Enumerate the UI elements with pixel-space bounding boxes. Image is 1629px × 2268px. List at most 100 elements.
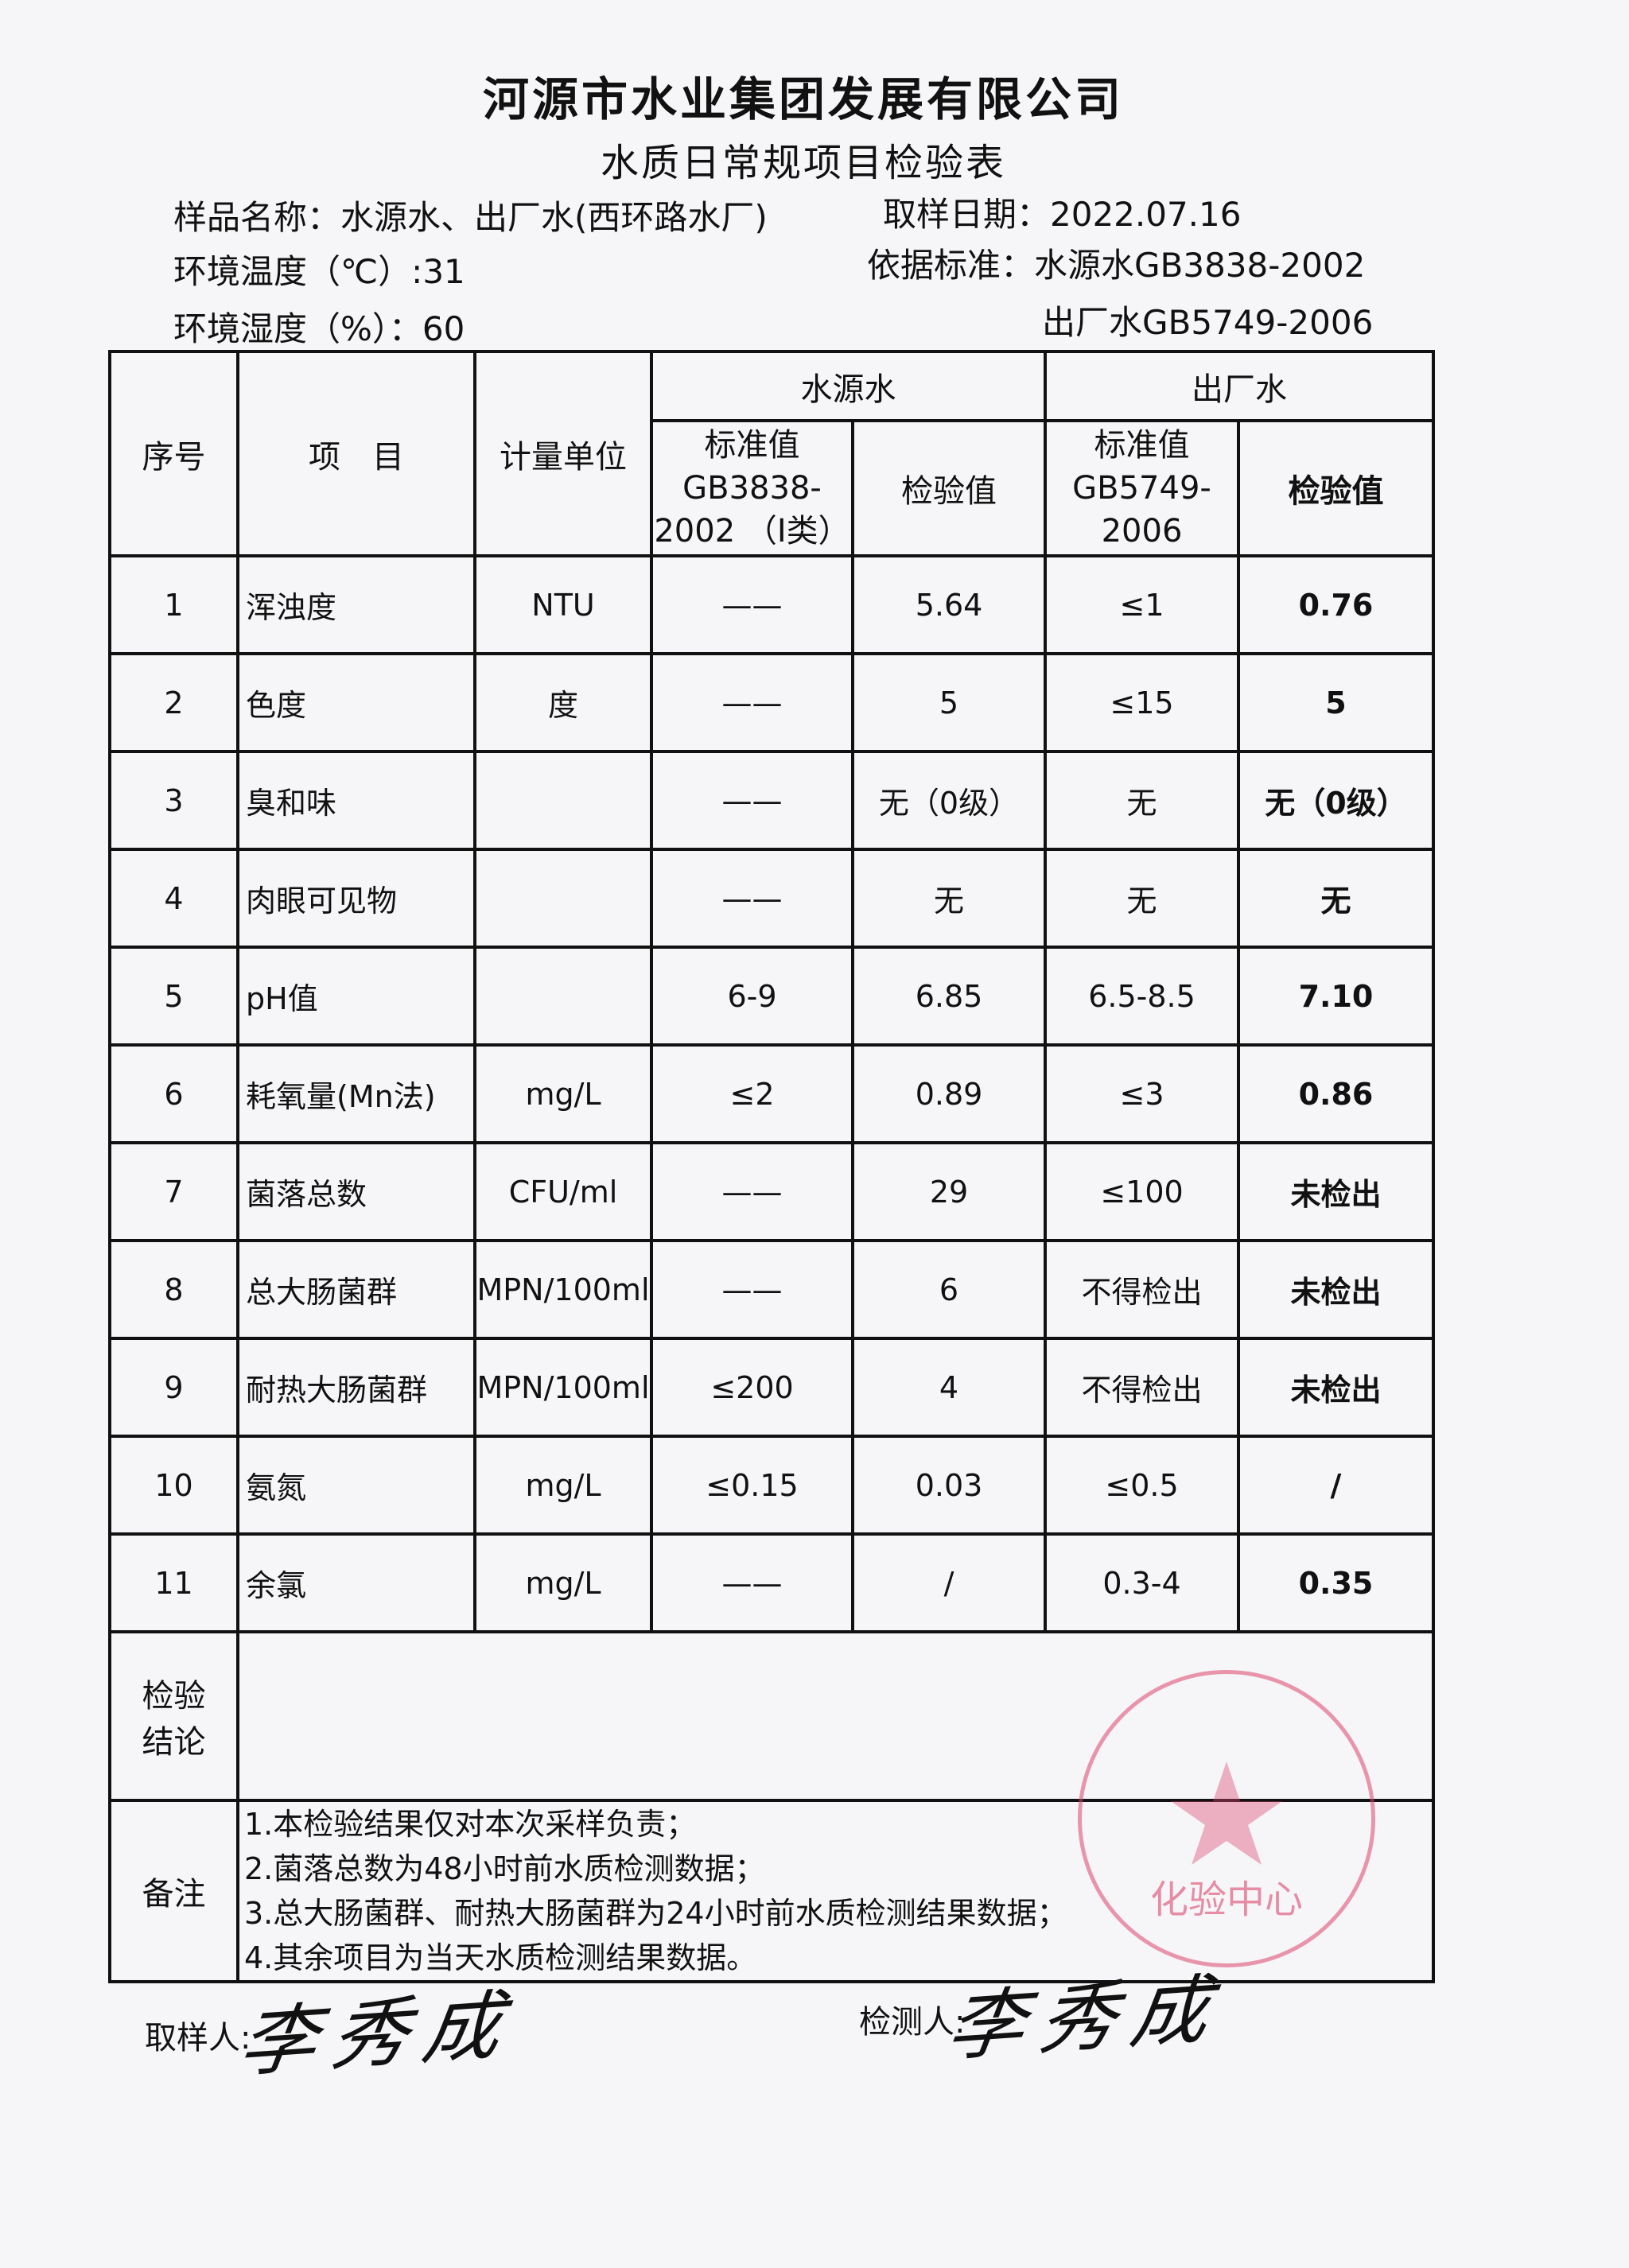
row-plant-std: 不得检出 [1044, 1239, 1240, 1340]
header-plant-water: 出厂水 [1044, 350, 1435, 422]
row-plant-val: 7.10 [1237, 946, 1435, 1047]
humidity: 环境湿度（%）：60 [173, 309, 465, 348]
official-stamp: 化验中心 [1078, 1670, 1375, 1967]
table-row: 7 菌落总数 CFU/ml —— 29 ≤100 未检出 [108, 1141, 1435, 1242]
row-source-std: ≤2 [650, 1043, 854, 1144]
row-no: 10 [108, 1435, 239, 1536]
company-title: 河源市水业集团发展有限公司 [482, 72, 1124, 126]
row-source-std: —— [650, 554, 854, 655]
row-item: 肉眼可见物 [236, 848, 476, 949]
remark-line: 2.菌落总数为48小时前水质检测数据； [244, 1851, 765, 1886]
row-plant-std: 不得检出 [1044, 1337, 1240, 1438]
row-no: 8 [108, 1239, 239, 1340]
remark-line: 1.本检验结果仅对本次采样负责； [244, 1807, 697, 1842]
row-source-std: —— [650, 1141, 854, 1242]
header-source-std: 标准值 GB3838-2002 （Ⅰ类） [650, 419, 854, 557]
row-unit [473, 946, 653, 1047]
row-plant-std: 无 [1044, 750, 1240, 851]
row-unit [473, 750, 653, 851]
row-source-std: —— [650, 652, 854, 753]
remarks-label: 备注 [108, 1799, 239, 1983]
row-plant-val: 未检出 [1237, 1141, 1435, 1242]
row-source-val: 29 [851, 1141, 1047, 1242]
table-row: 3 臭和味 —— 无（0级）无无（0级） [108, 750, 1435, 851]
row-plant-val: 0.76 [1237, 554, 1435, 655]
row-source-val: / [851, 1532, 1047, 1633]
row-source-val: 0.03 [851, 1435, 1047, 1536]
row-unit: mg/L [473, 1532, 653, 1633]
row-no: 1 [108, 554, 239, 655]
row-unit: mg/L [473, 1435, 653, 1536]
table-row: 8 总大肠菌群 MPN/100ml —— 6 不得检出 未检出 [108, 1239, 1435, 1340]
row-source-std: —— [650, 750, 854, 851]
header-no: 序号 [108, 350, 239, 557]
row-unit: CFU/ml [473, 1141, 653, 1242]
row-plant-val: 0.35 [1237, 1532, 1435, 1633]
row-source-val: 无 [851, 848, 1047, 949]
row-plant-std: 无 [1044, 848, 1240, 949]
sample-date: 取样日期：2022.07.16 [883, 195, 1242, 234]
row-plant-std: 0.3-4 [1044, 1532, 1240, 1633]
row-item: 氨氮 [236, 1435, 476, 1536]
row-plant-std: ≤100 [1044, 1141, 1240, 1242]
sampler-label: 取样人: [145, 2020, 251, 2056]
row-item: 总大肠菌群 [236, 1239, 476, 1340]
row-source-val: 6.85 [851, 946, 1047, 1047]
row-item: 菌落总数 [236, 1141, 476, 1242]
form-title: 水质日常规项目检验表 [600, 141, 1006, 185]
sample-name: 样品名称：水源水、出厂水(西环路水厂) [173, 198, 768, 237]
row-source-val: 5 [851, 652, 1047, 753]
row-plant-val: 未检出 [1237, 1337, 1435, 1438]
stamp-star-icon: 化验中心 [1150, 1761, 1303, 1922]
row-plant-std: ≤3 [1044, 1043, 1240, 1144]
tester-signature: 李秀成 [941, 1964, 1230, 2072]
header-unit: 计量单位 [473, 350, 653, 557]
row-unit: mg/L [473, 1043, 653, 1144]
row-no: 9 [108, 1337, 239, 1438]
row-plant-val: 5 [1237, 652, 1435, 753]
conclusion-label: 检验结论 [108, 1630, 239, 1802]
row-item: 耗氧量(Mn法) [236, 1043, 476, 1144]
header-source-water: 水源水 [650, 350, 1047, 422]
row-source-std: ≤200 [650, 1337, 854, 1438]
row-plant-val: / [1237, 1435, 1435, 1536]
standard-source: 依据标准：水源水GB3838-2002 [867, 246, 1366, 285]
remark-line: 3.总大肠菌群、耐热大肠菌群为24小时前水质检测结果数据； [244, 1896, 1067, 1931]
table-row: 5 pH值 6-9 6.85 6.5-8.5 7.10 [108, 946, 1435, 1047]
table-row: 10 氨氮 mg/L ≤0.15 0.03 ≤0.5/ [108, 1435, 1435, 1536]
row-plant-val: 无 [1237, 848, 1435, 949]
header-plant-val: 检验值 [1237, 419, 1435, 557]
row-no: 2 [108, 652, 239, 753]
remark-line: 4.其余项目为当天水质检测结果数据。 [244, 1940, 757, 1975]
row-plant-val: 无（0级） [1237, 750, 1435, 851]
table-row: 6 耗氧量(Mn法) mg/L ≤2 0.89 ≤3 0.86 [108, 1043, 1435, 1144]
row-source-val: 5.64 [851, 554, 1047, 655]
row-unit: 度 [473, 652, 653, 753]
table-row: 4 肉眼可见物 —— 无无无 [108, 848, 1435, 949]
row-no: 5 [108, 946, 239, 1047]
row-plant-std: 6.5-8.5 [1044, 946, 1240, 1047]
row-unit: MPN/100ml [473, 1337, 653, 1438]
row-no: 11 [108, 1532, 239, 1633]
row-plant-val: 0.86 [1237, 1043, 1435, 1144]
row-item: 耐热大肠菌群 [236, 1337, 476, 1438]
svg-text:化验中心: 化验中心 [1150, 1878, 1303, 1922]
standard-plant: 出厂水GB5749-2006 [1042, 303, 1374, 342]
header-item: 项 目 [236, 350, 476, 557]
temperature: 环境温度（℃）:31 [173, 252, 465, 291]
row-no: 3 [108, 750, 239, 851]
row-unit: NTU [473, 554, 653, 655]
table-row: 9 耐热大肠菌群 MPN/100ml ≤200 4 不得检出 未检出 [108, 1337, 1435, 1438]
row-source-val: 0.89 [851, 1043, 1047, 1144]
table-row: 11 余氯 mg/L ——/0.3-4 0.35 [108, 1532, 1435, 1633]
header-plant-std: 标准值 GB5749-2006 [1044, 419, 1240, 557]
row-source-val: 6 [851, 1239, 1047, 1340]
row-source-val: 4 [851, 1337, 1047, 1438]
header-source-val: 检验值 [851, 419, 1047, 557]
tester-label: 检测人: [859, 2004, 966, 2041]
row-item: 浑浊度 [236, 554, 476, 655]
row-no: 6 [108, 1043, 239, 1144]
row-source-std: —— [650, 848, 854, 949]
row-plant-std: ≤15 [1044, 652, 1240, 753]
row-source-std: ≤0.15 [650, 1435, 854, 1536]
